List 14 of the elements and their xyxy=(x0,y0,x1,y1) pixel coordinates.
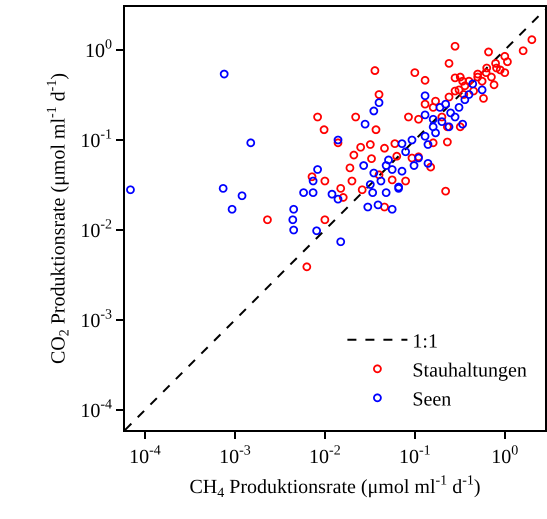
legend-label: Seen xyxy=(412,388,452,411)
y-tick-label: 10$^{-4}$ xyxy=(80,398,112,422)
x-tick-label: 10$^{-3}$ xyxy=(219,444,251,468)
x-tick-label: 10$^{0}$ xyxy=(491,444,518,468)
x-axis-title: CH$_{4}$ Produktionsrate (μmol ml$^{-1}$ d$^{-1}$) xyxy=(189,474,481,502)
x-tick-label: 10$^{-2}$ xyxy=(309,444,341,468)
y-tick-label: 10$^{-1}$ xyxy=(80,128,112,152)
x-tick-label: 10$^{-1}$ xyxy=(398,444,431,468)
legend-label: 1:1 xyxy=(412,330,438,353)
y-tick-label: 10$^{-2}$ xyxy=(80,218,112,242)
x-tick-label: 10$^{-4}$ xyxy=(129,444,161,468)
y-tick-label: 10$^{-3}$ xyxy=(80,308,112,332)
y-tick-label: 10$^{0}$ xyxy=(85,38,112,62)
legend-label: Stauhaltungen xyxy=(412,360,527,382)
